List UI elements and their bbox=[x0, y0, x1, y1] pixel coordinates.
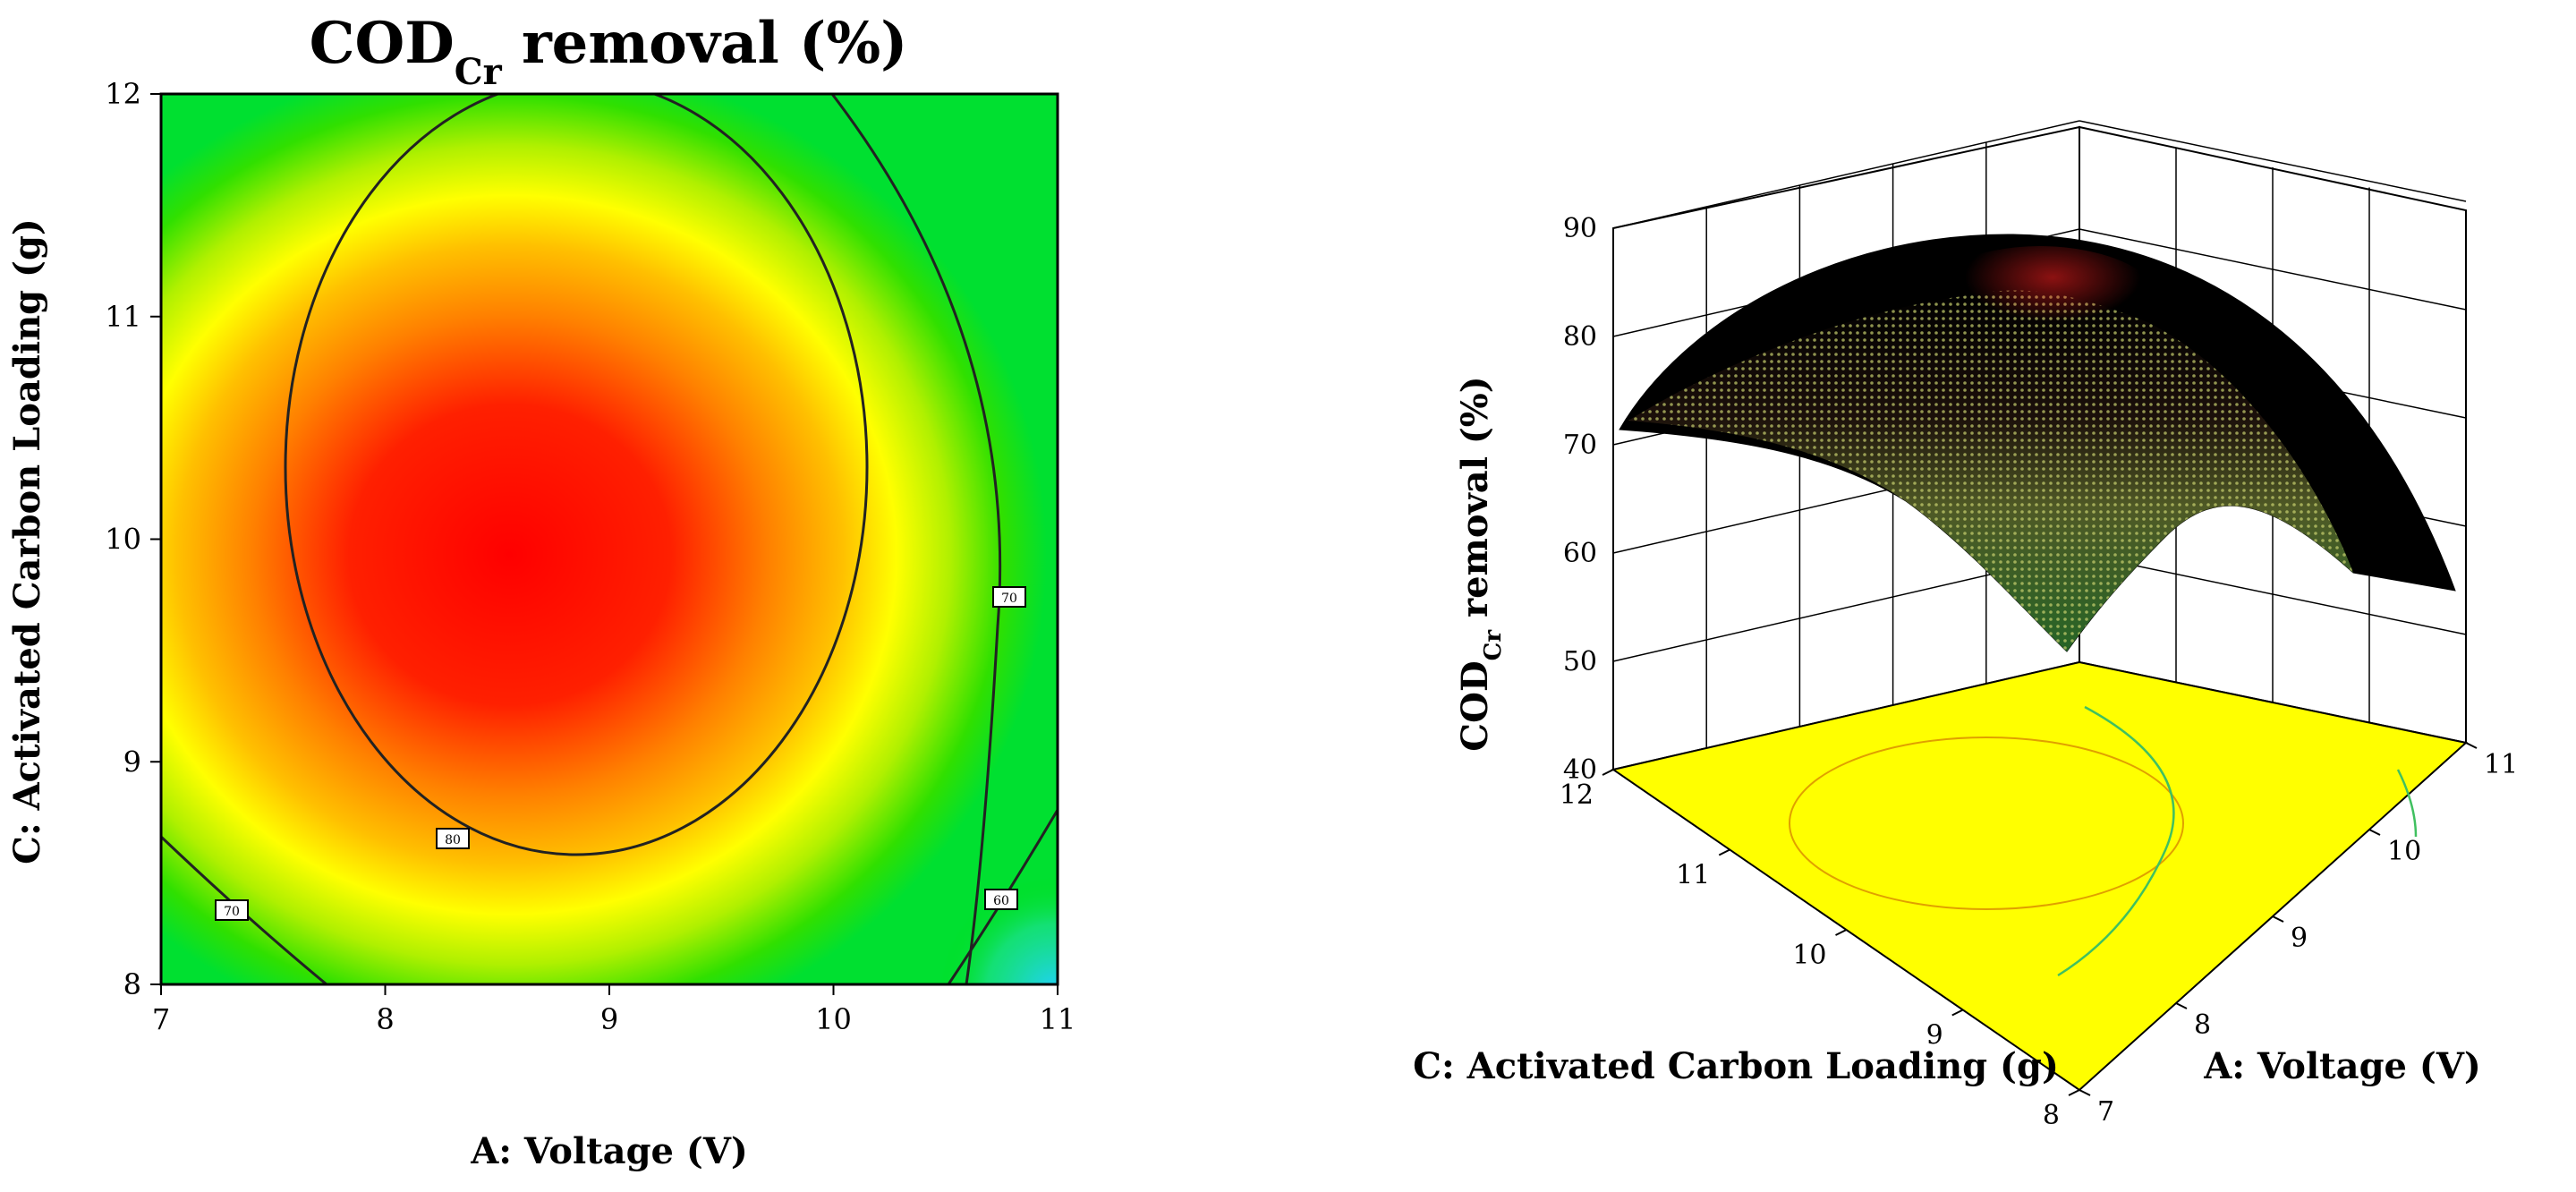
z-tick-label: 50 bbox=[1563, 646, 1597, 677]
z-axis-label: CODCr removal (%) bbox=[1454, 376, 1507, 751]
response-surface-mesh bbox=[1628, 290, 2353, 651]
surface-chart: 40 50 60 70 80 90 7 8 9 10 11 8 9 10 11 12 CODCr remo… bbox=[1413, 120, 2518, 1131]
voltage-ticks: 7 8 9 10 11 bbox=[2079, 742, 2518, 1128]
z-tick-label: 70 bbox=[1563, 430, 1597, 461]
carbon-tick-label: 10 bbox=[1792, 940, 1826, 971]
carbon-axis-label: C: Activated Carbon Loading (g) bbox=[1413, 1045, 2059, 1087]
voltage-tick-label: 9 bbox=[2291, 923, 2308, 954]
voltage-tick-mark bbox=[2272, 915, 2284, 923]
z-ticks: 40 50 60 70 80 90 bbox=[1563, 213, 1597, 786]
z-tick-label: 90 bbox=[1563, 213, 1597, 244]
y-tick-label: 8 bbox=[123, 967, 141, 1001]
y-tick-label: 9 bbox=[123, 745, 141, 779]
carbon-tick-mark bbox=[1835, 929, 1847, 936]
carbon-tick-label: 11 bbox=[1676, 860, 1710, 891]
contour-label: 70 bbox=[215, 899, 249, 921]
contour-label-text: 60 bbox=[993, 894, 1009, 908]
y-tick-label: 11 bbox=[105, 300, 141, 334]
y-tick-label: 10 bbox=[105, 523, 141, 557]
floor-contours bbox=[1789, 705, 2418, 977]
carbon-ticks: 8 9 10 11 12 bbox=[1560, 769, 2080, 1131]
voltage-tick-label: 7 bbox=[2097, 1096, 2114, 1128]
x-tick-label: 8 bbox=[376, 1002, 394, 1036]
voltage-tick-label: 8 bbox=[2194, 1009, 2211, 1041]
carbon-tick-label: 8 bbox=[2043, 1100, 2060, 1131]
voltage-tick-mark bbox=[2079, 1089, 2091, 1096]
y-ticks: 8 9 10 11 12 bbox=[105, 77, 161, 1001]
z-tick-label: 60 bbox=[1563, 538, 1597, 569]
contour-labels: 80 70 70 60 bbox=[215, 586, 1026, 921]
contour-label: 70 bbox=[992, 586, 1026, 608]
chart-title: CODCr removal (%) bbox=[310, 10, 908, 93]
carbon-tick-mark bbox=[1718, 848, 1730, 856]
x-tick-label: 11 bbox=[1040, 1002, 1076, 1036]
wall-gridline bbox=[2079, 120, 2467, 202]
carbon-tick-mark bbox=[2068, 1089, 2080, 1096]
x-tick-label: 7 bbox=[152, 1002, 170, 1036]
contour-chart: CODCr removal (%) 80 70 70 60 7 8 9 10 11 89… bbox=[6, 10, 1075, 1172]
x-tick-label: 10 bbox=[815, 1002, 852, 1036]
z-tick-label: 40 bbox=[1563, 754, 1597, 786]
contour-label: 80 bbox=[436, 828, 470, 849]
carbon-tick-label: 9 bbox=[1926, 1020, 1943, 1052]
contour-line-80 bbox=[284, 94, 869, 856]
contour-label-text: 70 bbox=[1001, 592, 1017, 606]
heatmap-field bbox=[161, 94, 1058, 984]
y-axis-label: C: Activated Carbon Loading (g) bbox=[6, 218, 48, 864]
voltage-tick-mark bbox=[2465, 742, 2478, 749]
carbon-tick-mark bbox=[1951, 1009, 1964, 1017]
surface-peak bbox=[1915, 246, 2165, 371]
carbon-tick-mark bbox=[1602, 769, 1614, 776]
wall-gridline bbox=[1612, 120, 2080, 229]
z-tick-label: 80 bbox=[1563, 321, 1597, 353]
voltage-tick-label: 11 bbox=[2484, 749, 2518, 780]
voltage-tick-label: 10 bbox=[2387, 836, 2421, 867]
x-tick-label: 9 bbox=[600, 1002, 618, 1036]
contour-label-text: 80 bbox=[445, 833, 461, 847]
contour-label-text: 70 bbox=[224, 905, 240, 919]
voltage-axis-label: A: Voltage (V) bbox=[2203, 1045, 2481, 1087]
contour-label: 60 bbox=[984, 889, 1018, 910]
y-tick-label: 12 bbox=[105, 77, 141, 111]
x-ticks: 7 8 9 10 11 bbox=[152, 984, 1076, 1036]
voltage-tick-mark bbox=[2368, 829, 2381, 836]
voltage-tick-mark bbox=[2175, 1002, 2188, 1009]
carbon-tick-label: 12 bbox=[1560, 779, 1594, 811]
x-axis-label: A: Voltage (V) bbox=[470, 1130, 748, 1172]
